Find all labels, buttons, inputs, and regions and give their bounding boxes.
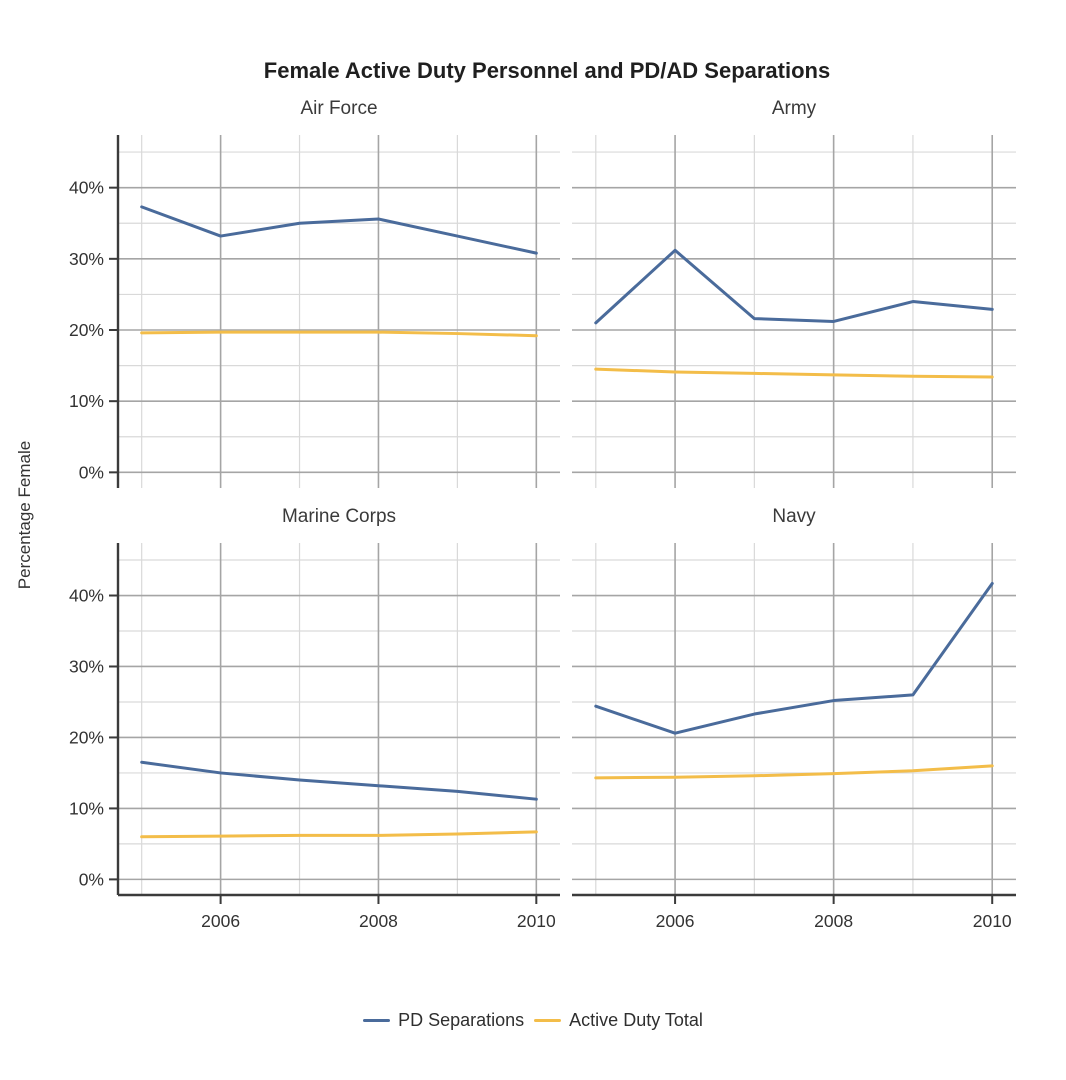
legend: PD Separations Active Duty Total <box>0 1010 1066 1031</box>
y-tick-label: 40% <box>69 178 104 198</box>
series-line-pd-separations <box>594 581 994 735</box>
facet-panel-army: Army <box>572 98 1016 488</box>
active-duty-total-line-swatch <box>534 1019 562 1022</box>
facet-title-marine-corps: Marine Corps <box>282 506 396 527</box>
facet-title-navy: Navy <box>772 506 816 527</box>
facet-panel-navy: 2006 2008 2010 Navy <box>572 506 1016 931</box>
legend-label-active-duty-total: Active Duty Total <box>569 1010 703 1030</box>
y-tick-label: 10% <box>69 391 104 411</box>
series-line-pd-separations <box>140 205 538 255</box>
facet-panel-air-force: 0% 10% 20% 30% 40% Air Force <box>69 98 560 488</box>
series-line-pd-separations <box>594 248 994 325</box>
legend-item-active-duty-total: Active Duty Total <box>534 1010 703 1031</box>
facet-title-air-force: Air Force <box>300 98 377 119</box>
legend-label-pd-separations: PD Separations <box>398 1010 525 1030</box>
x-tick-label: 2008 <box>814 911 853 931</box>
y-tick-label: 20% <box>69 727 104 747</box>
series-line-active-duty-total <box>140 330 538 338</box>
y-tick-label: 10% <box>69 798 104 818</box>
y-axis-label: Percentage Female <box>15 441 34 589</box>
facet-panels: 0% 10% 20% 30% 40% Air Force Army 0% 10% 20% 30% 40… <box>69 98 1016 931</box>
x-tick-label: 2008 <box>359 911 398 931</box>
y-tick-label: 30% <box>69 656 104 676</box>
legend-item-pd-separations: PD Separations <box>363 1010 524 1031</box>
series-line-active-duty-total <box>594 764 994 780</box>
y-tick-label: 30% <box>69 249 104 269</box>
facet-title-army: Army <box>772 98 817 119</box>
x-tick-label: 2006 <box>201 911 240 931</box>
x-tick-label: 2006 <box>656 911 695 931</box>
x-tick-label: 2010 <box>517 911 556 931</box>
y-tick-label: 40% <box>69 586 104 606</box>
series-line-active-duty-total <box>594 367 994 379</box>
x-tick-label: 2010 <box>973 911 1012 931</box>
chart-title: Female Active Duty Personnel and PD/AD S… <box>264 58 830 83</box>
y-tick-label: 0% <box>79 462 104 482</box>
facet-panel-marine-corps: 0% 10% 20% 30% 40% 2006 2008 2010 Marine Corps <box>69 506 560 931</box>
series-line-pd-separations <box>140 760 538 801</box>
y-tick-label: 0% <box>79 869 104 889</box>
series-line-active-duty-total <box>140 830 538 839</box>
pd-separations-line-swatch <box>363 1019 391 1022</box>
y-tick-label: 20% <box>69 320 104 340</box>
